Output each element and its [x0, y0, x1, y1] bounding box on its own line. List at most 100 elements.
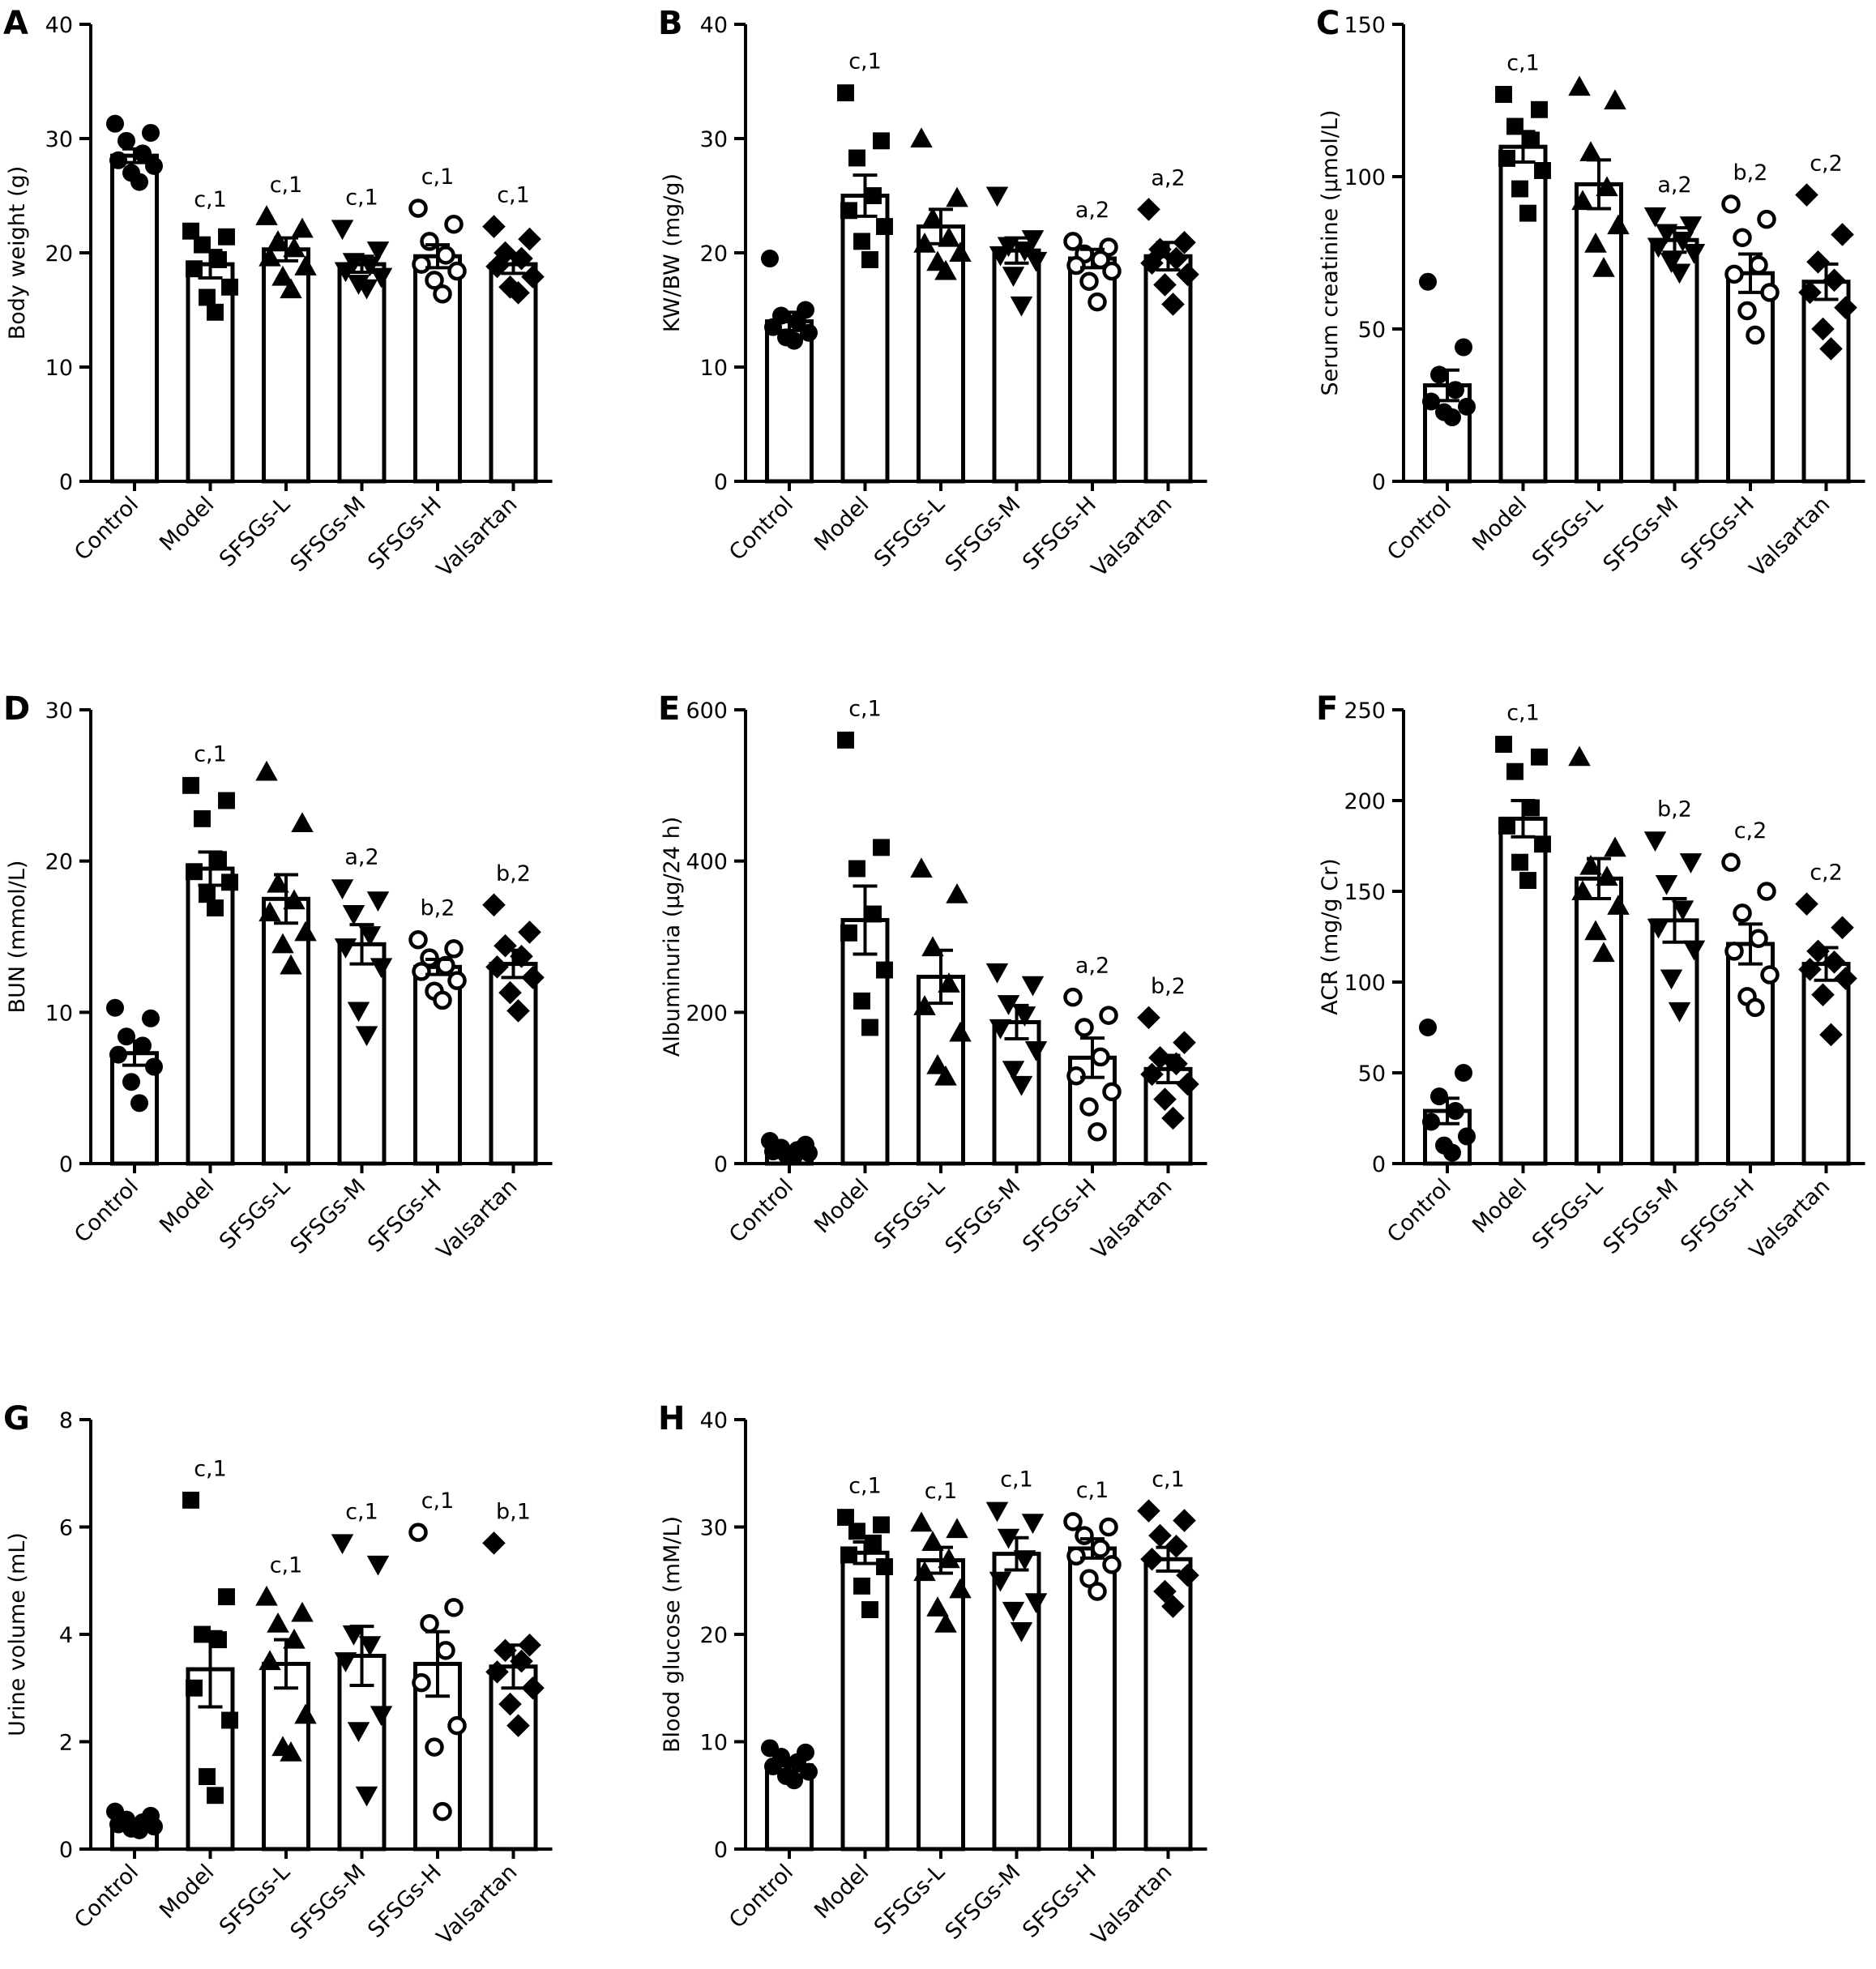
panel-c-point-sfsgs-h	[1749, 255, 1768, 275]
panel-g-y-axis-title: Urine volume (mL)	[5, 1532, 30, 1736]
panel-d-point-control	[145, 1057, 163, 1076]
panel-b-point-sfsgs-l	[913, 232, 936, 253]
panel-e-point-model	[837, 731, 854, 749]
panel-d-y-tick-label: 0	[59, 1152, 73, 1177]
panel-g-point-model	[221, 1711, 238, 1729]
panel-d-point-control	[142, 1009, 160, 1027]
panel-h-point-model	[840, 1546, 857, 1564]
panel-h-category-label: SFSGs-M	[941, 1860, 1026, 1945]
panel-d-point-valsartan	[485, 955, 509, 979]
panel-g-category-label: Model	[155, 1860, 219, 1924]
panel-c-point-sfsgs-m	[1668, 263, 1691, 284]
panel-f-point-valsartan	[1823, 950, 1846, 974]
panel-e-point-control	[800, 1143, 818, 1162]
panel-e-significance-label: c,1	[848, 696, 882, 721]
panel-f-point-sfsgs-m	[1679, 853, 1703, 873]
panel-c-point-sfsgs-l	[1568, 75, 1591, 96]
panel-e-point-model	[865, 905, 882, 923]
panel-g-significance-label: b,1	[496, 1499, 531, 1524]
panel-d-point-sfsgs-m	[334, 938, 357, 959]
panel-c-point-model	[1534, 162, 1551, 179]
panel-a-category-label: Model	[155, 492, 219, 556]
panel-g-category-label: SFSGs-L	[215, 1860, 295, 1940]
panel-a-point-sfsgs-m	[355, 279, 378, 300]
panel-h-point-sfsgs-m	[989, 1571, 1012, 1592]
panel-g-point-sfsgs-m	[355, 1786, 378, 1807]
panel-b-category-label: Control	[724, 492, 798, 566]
panel-a-y-axis-title: Body weight (g)	[5, 166, 30, 340]
panel-a-point-valsartan	[482, 215, 506, 238]
panel-c-point-sfsgs-m	[1643, 207, 1667, 228]
panel-b-point-valsartan	[1161, 293, 1185, 316]
panel-c-significance-label: c,2	[1810, 152, 1843, 177]
panel-d: D BUN (mmol/L) 0 10 20 30 Control Model c,1 SFSGs…	[3, 690, 553, 1264]
panel-f-point-control	[1455, 1064, 1472, 1082]
panel-a-point-sfsgs-l	[294, 255, 317, 275]
panel-f-point-control	[1458, 1127, 1476, 1146]
panel-d-point-sfsgs-l	[283, 889, 306, 910]
panel-b-bar-sfsgs-m	[992, 248, 1041, 484]
panel-f-letter: F	[1316, 690, 1338, 728]
panel-h-category-label: Valsartan	[1087, 1860, 1177, 1950]
panel-d-point-control	[134, 1036, 152, 1055]
panel-a-point-valsartan	[494, 241, 517, 265]
panel-c-point-model	[1495, 86, 1512, 103]
panel-f-y-tick-label: 200	[1344, 789, 1386, 814]
panel-b-point-sfsgs-h	[1063, 232, 1083, 251]
panel-e-point-valsartan	[1153, 1087, 1177, 1111]
panel-f-point-sfsgs-l	[1592, 942, 1615, 963]
panel-d-point-valsartan	[521, 966, 545, 989]
panel-c-point-sfsgs-l	[1604, 89, 1626, 109]
panel-c-y-axis-title: Serum creatinine (μmol/L)	[1318, 109, 1343, 395]
panel-e-point-sfsgs-h	[1102, 1082, 1122, 1102]
panel-h-point-sfsgs-l	[938, 1548, 960, 1569]
panel-a-point-sfsgs-h	[436, 246, 455, 265]
panel-f-point-valsartan	[1834, 967, 1857, 990]
panel-b-y-tick-label: 10	[700, 356, 728, 381]
panel-f-point-sfsgs-m	[1655, 875, 1678, 895]
panel-c-category-label: SFSGs-L	[1528, 492, 1608, 572]
panel-c-point-control	[1430, 365, 1448, 384]
panel-d-point-control	[106, 998, 124, 1017]
panel-g-category-label: Control	[70, 1860, 143, 1933]
panel-e-point-sfsgs-h	[1099, 1006, 1118, 1025]
panel-a-point-control	[106, 114, 124, 133]
panel-f-point-sfsgs-l	[1579, 854, 1602, 875]
panel-a: A Body weight (g) 0 10 20 30 40 Control Model c,1…	[3, 5, 553, 582]
panel-d-point-sfsgs-l	[271, 933, 294, 954]
panel-a-category-label: Control	[70, 492, 143, 566]
panel-h-y-tick-label: 30	[700, 1516, 728, 1541]
panel-a-y-tick-label: 40	[45, 13, 73, 38]
panel-f-point-sfsgs-m	[1668, 1002, 1691, 1023]
panel-g-point-sfsgs-h	[433, 1801, 452, 1822]
panel-f-significance-label: c,2	[1734, 818, 1767, 844]
panel-d-y-tick-label: 30	[45, 698, 73, 724]
panel-a-point-sfsgs-h	[444, 215, 464, 234]
panel-h-point-model	[861, 1601, 878, 1618]
panel-g-point-sfsgs-h	[444, 1598, 464, 1617]
panel-b-point-model	[876, 218, 893, 236]
panel-a-point-control	[145, 156, 163, 175]
panel-d-point-valsartan	[494, 933, 517, 958]
panel-d-point-control	[118, 1027, 135, 1046]
panel-b-category-label: SFSGs-M	[941, 492, 1026, 577]
panel-c-point-sfsgs-m	[1660, 253, 1683, 274]
panel-f-point-sfsgs-l	[1584, 920, 1607, 941]
panel-g-point-sfsgs-m	[358, 1636, 382, 1656]
panel-d-point-sfsgs-m	[366, 891, 390, 912]
panel-h-point-valsartan	[1148, 1523, 1172, 1548]
panel-f-category-label: Model	[1468, 1174, 1532, 1238]
panel-e-point-sfsgs-l	[913, 995, 936, 1015]
panel-f-point-control	[1419, 1019, 1437, 1036]
panel-f-point-sfsgs-l	[1568, 745, 1591, 767]
panel-e-point-sfsgs-m	[1013, 1006, 1036, 1027]
panel-d-category-label: Model	[155, 1174, 219, 1238]
panel-b-point-sfsgs-l	[949, 241, 972, 262]
panel-h-point-sfsgs-h	[1102, 1555, 1122, 1574]
panel-a-point-control	[142, 123, 160, 142]
panel-a-point-sfsgs-m	[331, 220, 354, 241]
panel-h-point-sfsgs-h	[1091, 1539, 1110, 1558]
panel-c-point-model	[1498, 149, 1515, 167]
panel-c-point-valsartan	[1795, 183, 1818, 207]
panel-h-point-sfsgs-m	[1013, 1550, 1036, 1570]
